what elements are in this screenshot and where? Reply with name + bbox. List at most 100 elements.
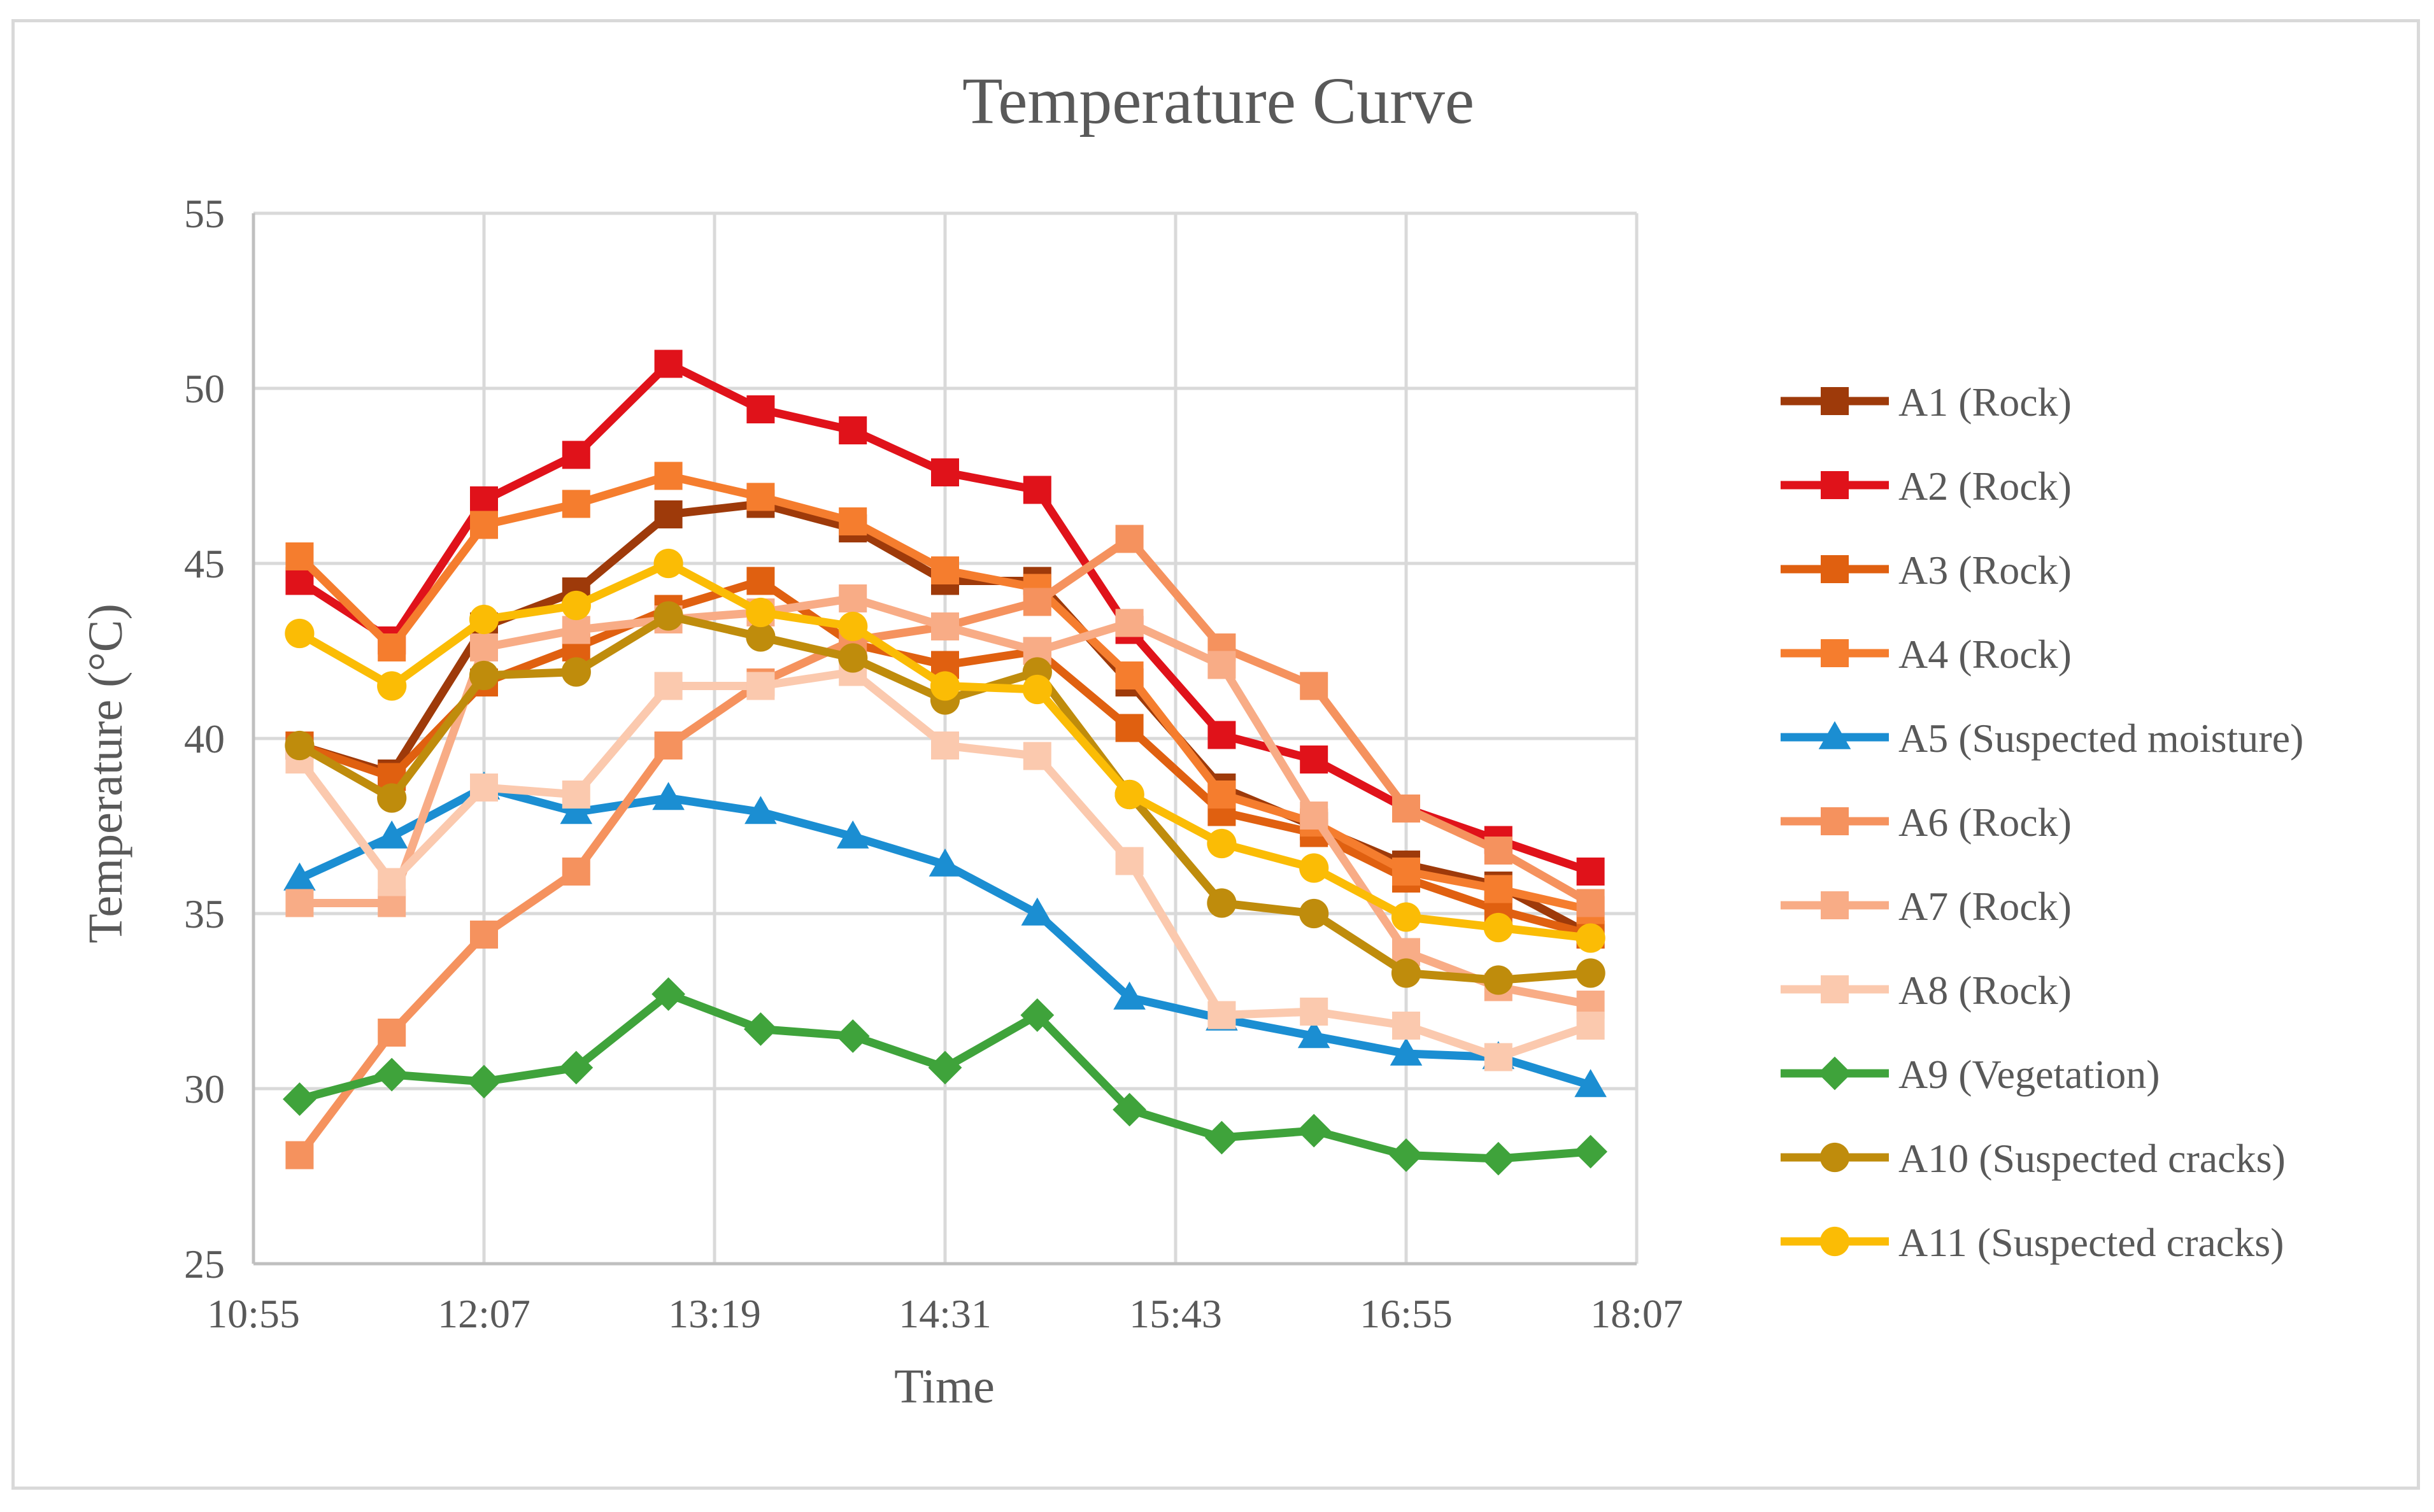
data-point	[1207, 828, 1237, 859]
data-point	[470, 633, 498, 661]
data-point	[1115, 847, 1144, 875]
data-point	[1300, 745, 1328, 774]
legend-item: A2 (Rock)	[1781, 463, 2072, 509]
data-point	[652, 782, 685, 810]
series-11	[285, 548, 1605, 953]
data-point	[1389, 1138, 1423, 1172]
legend-marker	[1821, 807, 1849, 835]
data-point	[285, 618, 315, 649]
data-point	[1115, 525, 1144, 553]
y-tick-label: 40	[184, 716, 225, 761]
legend-item: A4 (Rock)	[1781, 632, 2072, 677]
y-axis-title: Temperature (°C)	[79, 604, 132, 943]
data-point	[378, 868, 406, 896]
data-point	[1392, 1012, 1420, 1040]
data-point	[746, 483, 775, 511]
data-point	[653, 601, 683, 631]
data-point	[654, 500, 683, 528]
data-point	[1299, 853, 1329, 883]
data-point	[1574, 1069, 1607, 1098]
data-point	[1576, 858, 1605, 886]
data-point	[377, 671, 407, 701]
data-point	[285, 567, 314, 595]
data-point	[654, 672, 683, 700]
data-point	[746, 672, 775, 700]
data-point	[470, 921, 498, 949]
data-point	[562, 441, 590, 469]
x-tick-label: 13:19	[668, 1291, 761, 1336]
chart-title: Temperature Curve	[962, 64, 1474, 138]
legend-marker	[1821, 555, 1849, 583]
data-point	[651, 977, 685, 1011]
data-point	[654, 731, 683, 760]
data-point	[1022, 674, 1052, 705]
legend-label: A6 (Rock)	[1898, 800, 2072, 845]
data-point	[1483, 965, 1513, 995]
legend-item: A8 (Rock)	[1781, 968, 2072, 1013]
data-point	[928, 1050, 962, 1085]
data-point	[470, 774, 498, 802]
data-point	[1300, 802, 1328, 830]
data-point	[1113, 981, 1146, 1010]
legend-item: A5 (Suspected moisture)	[1781, 716, 2303, 761]
legend-marker	[1821, 471, 1849, 499]
legend-marker	[1818, 721, 1851, 749]
data-point	[1115, 661, 1144, 689]
data-point	[838, 611, 868, 642]
legend-marker	[1819, 1226, 1850, 1257]
legend-item: A9 (Vegetation)	[1781, 1052, 2160, 1097]
data-point	[1484, 875, 1512, 903]
data-point	[1391, 958, 1421, 988]
data-point	[931, 731, 959, 760]
legend-item: A1 (Rock)	[1781, 379, 2072, 425]
data-point	[1483, 912, 1513, 943]
y-tick-label: 25	[184, 1241, 225, 1287]
data-point	[1023, 588, 1051, 616]
data-point	[1300, 998, 1328, 1026]
data-point	[1390, 1037, 1423, 1066]
data-point	[1484, 1043, 1512, 1071]
legend-label: A9 (Vegetation)	[1898, 1052, 2160, 1097]
data-point	[470, 511, 498, 539]
data-point	[559, 1050, 594, 1085]
legend-item: A6 (Rock)	[1781, 800, 2072, 845]
data-point	[930, 671, 960, 701]
data-point	[1115, 714, 1144, 742]
legend-label: A5 (Suspected moisture)	[1898, 716, 2303, 761]
data-point	[1299, 898, 1329, 929]
data-point	[1481, 1141, 1516, 1176]
data-point	[561, 657, 591, 687]
data-point	[1574, 1134, 1607, 1169]
data-point	[1021, 897, 1054, 926]
x-tick-label: 16:55	[1360, 1291, 1453, 1336]
axes: 25 30 35 40 45 50 55 10:55 12:07 13:19 14:31 15:43 1…	[184, 191, 1683, 1336]
data-point	[838, 643, 868, 673]
data-point	[744, 796, 777, 824]
legend-marker	[1821, 975, 1849, 1003]
data-point	[285, 1141, 314, 1169]
data-point	[839, 507, 867, 535]
legend-label: A1 (Rock)	[1898, 379, 2072, 425]
data-point	[377, 783, 407, 813]
data-point	[562, 616, 590, 644]
legend-item: A7 (Rock)	[1781, 884, 2072, 929]
data-point	[929, 848, 962, 877]
data-point	[562, 781, 590, 809]
data-point	[1023, 476, 1051, 504]
series-9	[283, 977, 1607, 1176]
data-point	[1207, 721, 1236, 749]
data-point	[839, 584, 867, 612]
data-point	[560, 796, 593, 824]
legend-marker	[1818, 1056, 1852, 1091]
data-point	[1113, 1092, 1146, 1127]
data-point	[562, 490, 590, 518]
y-tick-label: 35	[184, 891, 225, 936]
legend-label: A7 (Rock)	[1898, 884, 2072, 929]
data-point	[283, 862, 316, 891]
data-point	[1576, 1012, 1605, 1040]
data-point	[374, 1057, 409, 1092]
legend-label: A2 (Rock)	[1898, 463, 2072, 509]
data-point	[1576, 958, 1605, 988]
data-point	[1207, 651, 1236, 679]
data-point	[1207, 1001, 1236, 1029]
